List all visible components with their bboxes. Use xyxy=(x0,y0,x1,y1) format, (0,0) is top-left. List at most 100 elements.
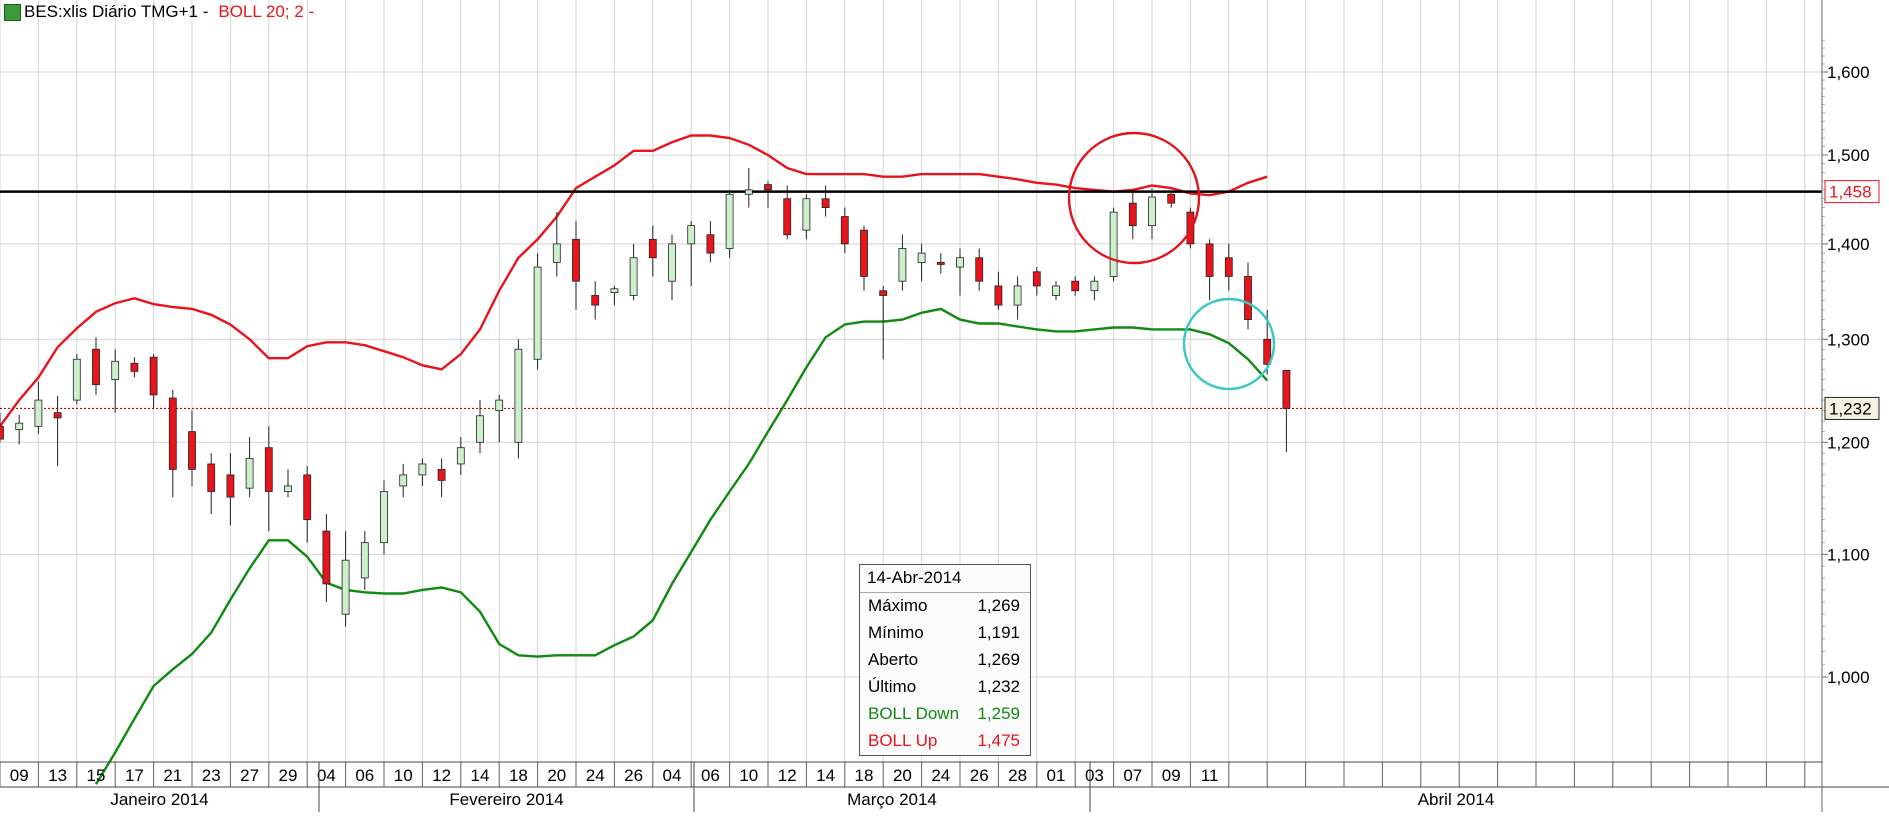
candle xyxy=(437,458,446,498)
annotation-circles xyxy=(1067,131,1276,391)
info-row-boll-up: BOLL Up 1,475 xyxy=(860,728,1030,755)
resistance-price-label: 1,458 xyxy=(1829,183,1872,202)
x-tick-label: 21 xyxy=(163,766,182,785)
symbol-label: BES:xlis Diário TMG+1 - xyxy=(24,2,209,21)
candle xyxy=(188,410,196,486)
cyan-circle xyxy=(1182,297,1276,391)
info-value: 1,259 xyxy=(977,704,1020,723)
candle-body xyxy=(1090,280,1099,292)
candle xyxy=(130,357,139,378)
candle xyxy=(783,185,792,240)
candle-body xyxy=(1167,193,1176,204)
candle xyxy=(456,436,465,475)
candle xyxy=(840,207,849,254)
candle xyxy=(495,394,504,443)
candle xyxy=(15,414,24,445)
candle xyxy=(380,480,388,555)
x-tick-label: 10 xyxy=(394,766,413,785)
candle xyxy=(1148,188,1156,240)
x-tick-label: 24 xyxy=(931,766,950,785)
indicator-label[interactable]: BOLL 20; 2 - xyxy=(218,2,315,21)
candle xyxy=(591,281,600,320)
month-label: Janeiro 2014 xyxy=(110,790,208,809)
candle-body xyxy=(687,225,696,245)
candle xyxy=(322,513,331,602)
candle-body xyxy=(591,295,600,306)
candle xyxy=(860,225,868,291)
info-row-maximo: Máximo 1,269 xyxy=(860,593,1030,620)
candle-body xyxy=(1205,243,1214,277)
candle-body xyxy=(476,415,484,443)
x-tick-label: 18 xyxy=(855,766,874,785)
candle-body xyxy=(456,447,465,465)
x-tick-label: 20 xyxy=(547,766,566,785)
info-value: 1,269 xyxy=(977,650,1020,669)
candle xyxy=(514,339,523,459)
candle-body xyxy=(629,257,638,296)
candle xyxy=(648,225,657,277)
candle-body xyxy=(840,216,849,245)
candle xyxy=(399,463,408,498)
info-label: BOLL Down xyxy=(868,704,960,723)
candle xyxy=(552,212,561,277)
candle-body xyxy=(1071,280,1080,292)
x-tick-label: 13 xyxy=(48,766,67,785)
month-label: Março 2014 xyxy=(847,790,937,809)
info-row-boll-down: BOLL Down 1,259 xyxy=(860,701,1030,728)
x-tick-label: 09 xyxy=(1162,766,1181,785)
candle-body xyxy=(552,243,561,263)
candle-body xyxy=(418,463,427,476)
x-tick-label: 11 xyxy=(1201,766,1219,785)
candle-body xyxy=(380,491,388,544)
chart-icon xyxy=(4,4,21,21)
candle-body xyxy=(1282,369,1291,409)
candle xyxy=(72,354,81,405)
candle-body xyxy=(72,358,81,401)
candle xyxy=(303,466,312,543)
candle xyxy=(879,285,888,360)
chart-title-bar[interactable]: BES:xlis Diário TMG+1 - BOLL 20; 2 - xyxy=(24,2,314,22)
candle xyxy=(1013,276,1022,320)
candle-body xyxy=(725,193,734,249)
candle-body xyxy=(610,288,619,294)
info-label: Máximo xyxy=(868,596,928,615)
candle xyxy=(533,253,542,370)
candle xyxy=(764,181,772,208)
info-row-aberto: Aberto 1,269 xyxy=(860,647,1030,674)
info-label: Aberto xyxy=(868,650,919,669)
y-tick-label: 1,400 xyxy=(1827,235,1870,254)
y-tick-label: 1,300 xyxy=(1827,330,1870,349)
candle xyxy=(1282,369,1291,453)
x-tick-label: 14 xyxy=(816,766,835,785)
candle-body xyxy=(360,542,369,579)
candle xyxy=(0,412,4,443)
candle xyxy=(629,243,638,301)
candle xyxy=(168,389,177,498)
last-price-box xyxy=(1824,396,1880,420)
price-levels xyxy=(0,190,1822,410)
candle-body xyxy=(533,266,542,360)
candle-body xyxy=(1148,196,1156,227)
candle xyxy=(1186,207,1195,249)
candle xyxy=(1128,191,1137,240)
candle xyxy=(245,436,254,498)
x-tick-label: 17 xyxy=(125,766,144,785)
candle xyxy=(687,221,696,286)
candle-body xyxy=(764,184,772,191)
y-tick-label: 1,500 xyxy=(1827,146,1870,165)
candle-body xyxy=(168,397,177,470)
candle xyxy=(1244,262,1252,330)
candle-body xyxy=(514,348,523,443)
info-box-date: 14-Abr-2014 xyxy=(860,565,1030,593)
info-label: BOLL Up xyxy=(868,731,938,750)
candle-body xyxy=(264,447,273,492)
x-tick-label: 04 xyxy=(317,766,336,785)
x-tick-label: 18 xyxy=(509,766,528,785)
info-row-ultimo: Último 1,232 xyxy=(860,674,1030,701)
x-tick-label: 04 xyxy=(663,766,682,785)
x-tick-label: 07 xyxy=(1123,766,1142,785)
candle xyxy=(92,337,100,395)
month-label: Abril 2014 xyxy=(1418,790,1495,809)
candle xyxy=(572,221,580,310)
candle-body xyxy=(1032,271,1041,287)
